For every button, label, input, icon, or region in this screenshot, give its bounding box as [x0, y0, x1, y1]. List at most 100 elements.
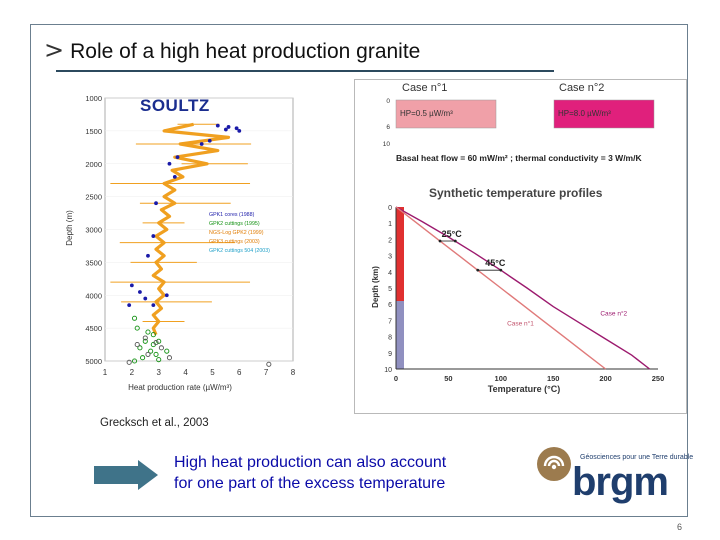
y-tick-label: 5: [388, 286, 392, 293]
logo-wordmark: brgm: [572, 460, 669, 504]
data-point: [237, 128, 242, 133]
brgm-logo: Géosciences pour une Terre durable brgm: [536, 440, 693, 510]
data-point: [142, 335, 148, 341]
x-tick-label: 4: [183, 368, 188, 377]
slide-title-text: Role of a high heat production granite: [70, 40, 421, 63]
case-depth-tick: 10: [383, 141, 391, 148]
y-tick-label: 2500: [85, 193, 102, 202]
data-point: [150, 332, 156, 338]
data-point: [151, 234, 156, 238]
data-point: [166, 355, 173, 361]
conclusion-text: High heat production can also account fo…: [174, 452, 446, 494]
x-tick-label: 200: [599, 374, 612, 383]
conclusion-line-1: High heat production can also account: [174, 454, 447, 471]
y-tick-label: 3000: [85, 226, 102, 235]
data-point: [215, 123, 220, 128]
y-tick-label: 4: [388, 270, 392, 277]
y-tick-label: 4000: [85, 291, 102, 300]
x-tick-label: 1: [103, 368, 108, 377]
data-point: [126, 359, 132, 365]
citation: Grecksch et al., 2003: [100, 417, 209, 429]
y-tick-label: 0: [388, 205, 392, 212]
x-tick-label: 2: [130, 368, 135, 377]
data-point: [127, 303, 132, 308]
legend-entry: GPK2 cuttings (1995): [209, 221, 260, 227]
x-tick-label: 8: [291, 368, 296, 377]
y-tick-label: 4500: [85, 324, 102, 333]
delta-25-label: 25°C: [442, 229, 463, 239]
case1-hp-label: HP=0.5 µW/m³: [400, 109, 453, 118]
profile-line: [395, 206, 651, 370]
y-tick-label: 9: [388, 351, 392, 358]
logo-tagline: Géosciences pour une Terre durable: [580, 454, 694, 461]
data-point: [138, 290, 142, 294]
data-point: [234, 126, 239, 131]
legend-entry: GPK1 cores (1988): [209, 212, 255, 218]
data-point: [164, 348, 170, 354]
title-underline: [56, 70, 554, 72]
arrow-head: [453, 239, 457, 243]
y-tick-label: 1: [388, 221, 392, 228]
delta-45-label: 45°C: [485, 258, 506, 268]
case1-hp-box: [395, 99, 497, 129]
granite-layer-bar: [396, 207, 404, 301]
data-point: [145, 351, 151, 357]
x-axis-label: Temperature (°C): [488, 384, 560, 394]
data-point: [175, 155, 180, 160]
slide-frame: [30, 24, 688, 517]
data-point: [153, 351, 159, 357]
y-tick-label: 7: [388, 318, 392, 325]
case-depth-tick: 6: [386, 124, 390, 131]
data-point: [148, 348, 154, 354]
data-point: [199, 142, 204, 146]
data-point: [154, 201, 158, 206]
data-point: [143, 296, 148, 301]
arrow-head: [476, 268, 480, 272]
data-point: [151, 303, 156, 308]
x-tick-label: 6: [237, 368, 242, 377]
sediment-layer-bar: [396, 301, 404, 369]
data-point: [129, 283, 134, 288]
data-point: [142, 338, 148, 344]
brgm-emblem-icon: [537, 447, 571, 481]
conclusion-line-2: for one part of the excess temperature: [174, 475, 446, 492]
case-depth-tick: 0: [386, 98, 390, 105]
data-point: [137, 345, 143, 351]
y-tick-label: 3: [388, 254, 392, 261]
x-tick-label: 0: [394, 374, 398, 383]
x-tick-label: 100: [495, 374, 508, 383]
chevron-right-icon: >: [44, 36, 65, 64]
synthetic-temperature-chart: Case n°1 Case n°2 HP=0.5 µW/m³ HP=8.0 µW…: [371, 82, 665, 394]
legend-entry: GPK3 cuttings (2003): [209, 239, 260, 245]
case2-hp-box: [553, 99, 655, 129]
case1-title: Case n°1: [402, 82, 447, 94]
x-tick-label: 250: [652, 374, 665, 383]
data-point: [146, 253, 150, 258]
legend-entry: NGS-Log GPK2 (1999): [209, 230, 264, 236]
case2-title: Case n°2: [559, 82, 604, 94]
data-point: [156, 357, 162, 363]
slide-title: > Role of a high heat production granite: [44, 36, 420, 64]
y-tick-label: 8: [388, 335, 392, 342]
data-point: [164, 293, 169, 298]
data-point: [134, 325, 140, 331]
data-point: [207, 138, 212, 143]
data-point: [134, 342, 140, 348]
y-tick-label: 2: [388, 237, 392, 244]
data-point: [266, 361, 272, 367]
synthetic-profiles-panel: [354, 79, 687, 414]
arrow-right-icon: [94, 460, 158, 490]
data-point: [226, 125, 231, 129]
case2-curve-label: Case n°2: [600, 310, 627, 318]
soultz-label: SOULTZ: [140, 96, 210, 115]
arrow-head: [499, 268, 503, 272]
x-tick-label: 50: [444, 374, 452, 383]
y-tick-label: 5000: [85, 357, 102, 366]
x-tick-label: 3: [156, 368, 161, 377]
profile-line: [395, 206, 607, 370]
data-point: [223, 127, 228, 132]
case1-curve-label: Case n°1: [507, 319, 534, 327]
y-tick-label: 10: [384, 367, 392, 374]
x-axis-label: Heat production rate (µW/m³): [128, 383, 232, 392]
